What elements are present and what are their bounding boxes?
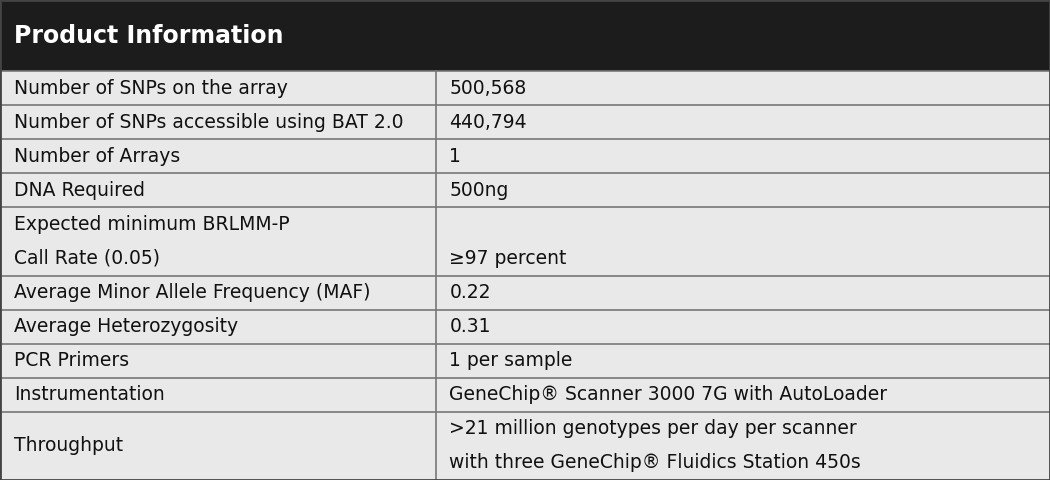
Text: 500ng: 500ng bbox=[449, 181, 509, 200]
Text: 1: 1 bbox=[449, 147, 461, 166]
Text: Expected minimum BRLMM-P: Expected minimum BRLMM-P bbox=[14, 215, 289, 234]
Text: 0.22: 0.22 bbox=[449, 283, 491, 302]
Text: GeneChip® Scanner 3000 7G with AutoLoader: GeneChip® Scanner 3000 7G with AutoLoade… bbox=[449, 385, 887, 404]
Text: DNA Required: DNA Required bbox=[14, 181, 145, 200]
Text: Number of SNPs accessible using BAT 2.0: Number of SNPs accessible using BAT 2.0 bbox=[14, 113, 403, 132]
Bar bbox=[0, 0, 1050, 71]
Text: 0.31: 0.31 bbox=[449, 317, 491, 336]
Text: Product Information: Product Information bbox=[14, 24, 284, 48]
Text: >21 million genotypes per day per scanner: >21 million genotypes per day per scanne… bbox=[449, 420, 857, 438]
Text: Number of SNPs on the array: Number of SNPs on the array bbox=[14, 79, 288, 97]
Text: Instrumentation: Instrumentation bbox=[14, 385, 165, 404]
Text: Call Rate (0.05): Call Rate (0.05) bbox=[14, 249, 160, 268]
Text: PCR Primers: PCR Primers bbox=[14, 351, 129, 370]
Text: 1 per sample: 1 per sample bbox=[449, 351, 573, 370]
Bar bbox=[0, 71, 1050, 480]
Text: Throughput: Throughput bbox=[14, 436, 123, 456]
Text: ≥97 percent: ≥97 percent bbox=[449, 249, 567, 268]
Text: Average Heterozygosity: Average Heterozygosity bbox=[14, 317, 237, 336]
Text: with three GeneChip® Fluidics Station 450s: with three GeneChip® Fluidics Station 45… bbox=[449, 454, 861, 472]
Text: 440,794: 440,794 bbox=[449, 113, 527, 132]
Text: 500,568: 500,568 bbox=[449, 79, 527, 97]
Text: Number of Arrays: Number of Arrays bbox=[14, 147, 180, 166]
Text: Average Minor Allele Frequency (MAF): Average Minor Allele Frequency (MAF) bbox=[14, 283, 371, 302]
